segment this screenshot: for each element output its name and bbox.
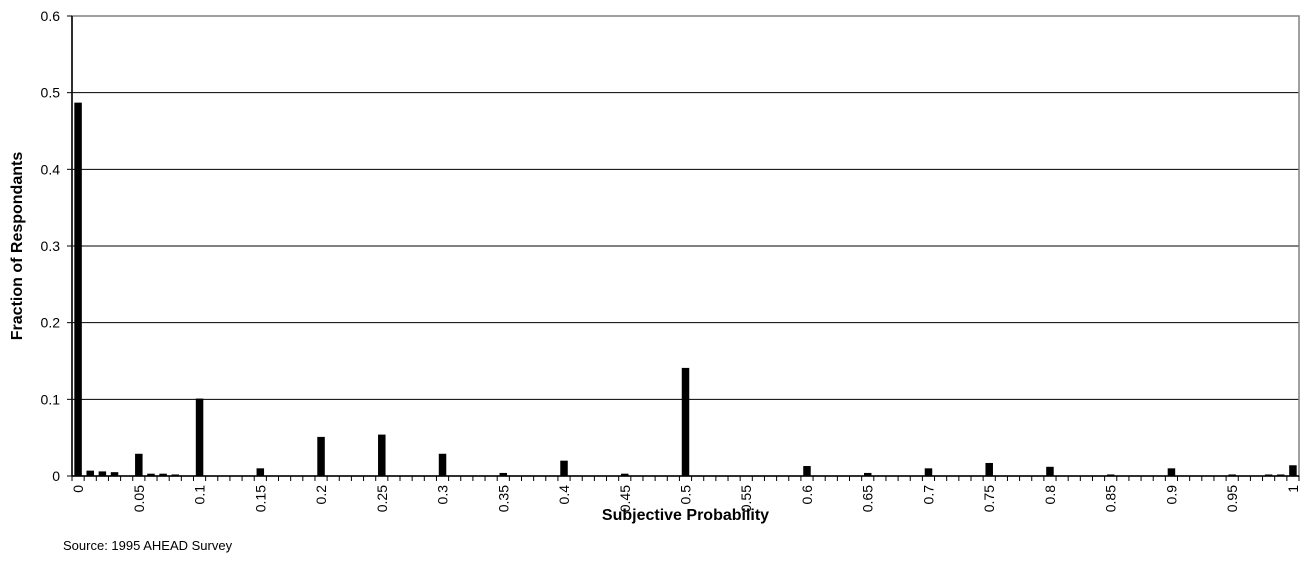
y-tick-label: 0.6 <box>41 8 61 24</box>
bars <box>74 102 1297 476</box>
y-tick-labels: 0 0.1 0.2 0.3 0.4 0.5 0.6 <box>41 8 61 484</box>
x-tick-label: 0.95 <box>1224 485 1240 512</box>
bar <box>1289 465 1297 476</box>
x-tick-label: 0.6 <box>799 485 815 505</box>
x-tick-labels: 0 0.05 0.1 0.15 0.2 0.25 0.3 0.35 0.4 0.45 0.5 0.55… <box>70 485 1301 512</box>
bar <box>147 473 155 476</box>
y-tick-label: 0.1 <box>41 391 61 407</box>
x-tick-label: 0.05 <box>131 485 147 512</box>
x-tick-label: 0.7 <box>920 485 936 505</box>
bar <box>924 468 933 476</box>
x-tick-label: 0.85 <box>1103 485 1119 512</box>
bar <box>378 434 386 476</box>
y-tick-label: 0.5 <box>41 85 61 101</box>
y-axis-title: Fraction of Respondants <box>9 152 26 341</box>
bar <box>560 460 568 476</box>
y-tick-label: 0.3 <box>41 238 61 254</box>
bar <box>499 472 508 476</box>
x-tick-label: 0.2 <box>313 485 329 505</box>
x-tick-label: 0.25 <box>374 485 390 512</box>
grid-lines <box>72 15 1299 400</box>
bar <box>317 436 325 476</box>
x-tick-label: 0.8 <box>1042 485 1058 505</box>
x-tick-label: 0.4 <box>556 485 572 505</box>
axes <box>67 15 1300 481</box>
x-tick-label: 0.15 <box>252 485 268 512</box>
y-tick-label: 0 <box>52 468 60 484</box>
bar <box>438 453 447 476</box>
x-tick-label: 0.55 <box>738 485 754 512</box>
bar <box>195 398 204 476</box>
bar <box>985 462 993 476</box>
x-axis-title: Subjective Probability <box>602 507 769 524</box>
x-tick-label: 1 <box>1285 485 1301 493</box>
bar <box>86 470 94 476</box>
bar <box>135 453 143 476</box>
bar <box>1046 466 1054 476</box>
x-tick-label: 0.75 <box>981 485 997 512</box>
x-tick-label: 0 <box>70 485 86 493</box>
bar <box>159 473 167 476</box>
bar <box>621 473 629 476</box>
bar <box>74 102 82 476</box>
x-tick-label: 0.5 <box>678 485 694 505</box>
y-tick-label: 0.4 <box>41 161 61 177</box>
bar <box>1228 474 1236 476</box>
bar <box>1277 474 1285 476</box>
bar <box>1264 474 1273 476</box>
x-tick-label: 0.65 <box>860 485 876 512</box>
x-tick-label: 0.1 <box>192 485 208 505</box>
bar <box>171 474 180 476</box>
x-tick-label: 0.3 <box>435 485 451 505</box>
bar <box>863 472 872 476</box>
x-tick-label: 0.9 <box>1163 485 1179 505</box>
x-tick-label: 0.45 <box>617 485 633 512</box>
bar <box>98 471 107 476</box>
bar <box>110 472 119 476</box>
x-tick-label: 0.35 <box>495 485 511 512</box>
bar <box>1106 474 1115 476</box>
bar <box>1167 468 1176 476</box>
bar <box>681 367 690 476</box>
source-note: Source: 1995 AHEAD Survey <box>63 538 233 553</box>
bar <box>803 466 811 476</box>
bar <box>256 468 265 476</box>
y-tick-label: 0.2 <box>41 315 61 331</box>
